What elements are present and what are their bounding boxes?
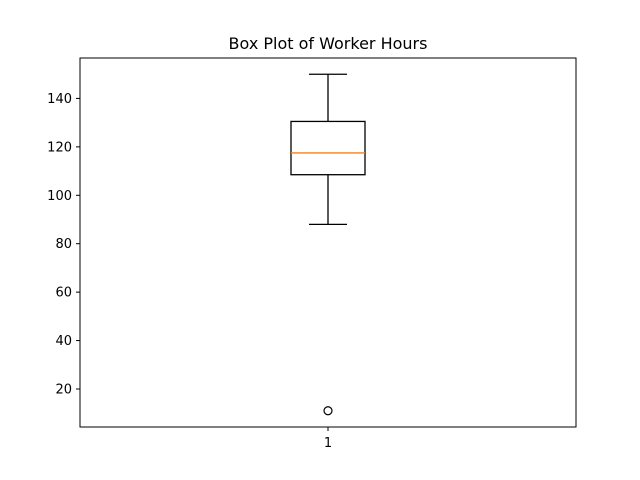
y-tick-label: 60 (55, 286, 72, 301)
y-tick-label: 140 (47, 92, 72, 107)
y-tick-label: 100 (47, 189, 72, 204)
box-plot-marks (290, 73, 366, 416)
y-tick-label: 40 (55, 334, 72, 349)
y-axis: 20 40 60 80 100 120 140 (47, 92, 80, 397)
x-axis: 1 (324, 427, 332, 451)
outlier-point (323, 406, 333, 416)
iqr-box (290, 120, 366, 176)
x-tick-label: 1 (324, 436, 332, 451)
chart-title: Box Plot of Worker Hours (229, 34, 428, 53)
y-tick-label: 120 (47, 140, 72, 155)
y-tick-label: 20 (55, 382, 72, 397)
y-tick-label: 80 (55, 237, 72, 252)
